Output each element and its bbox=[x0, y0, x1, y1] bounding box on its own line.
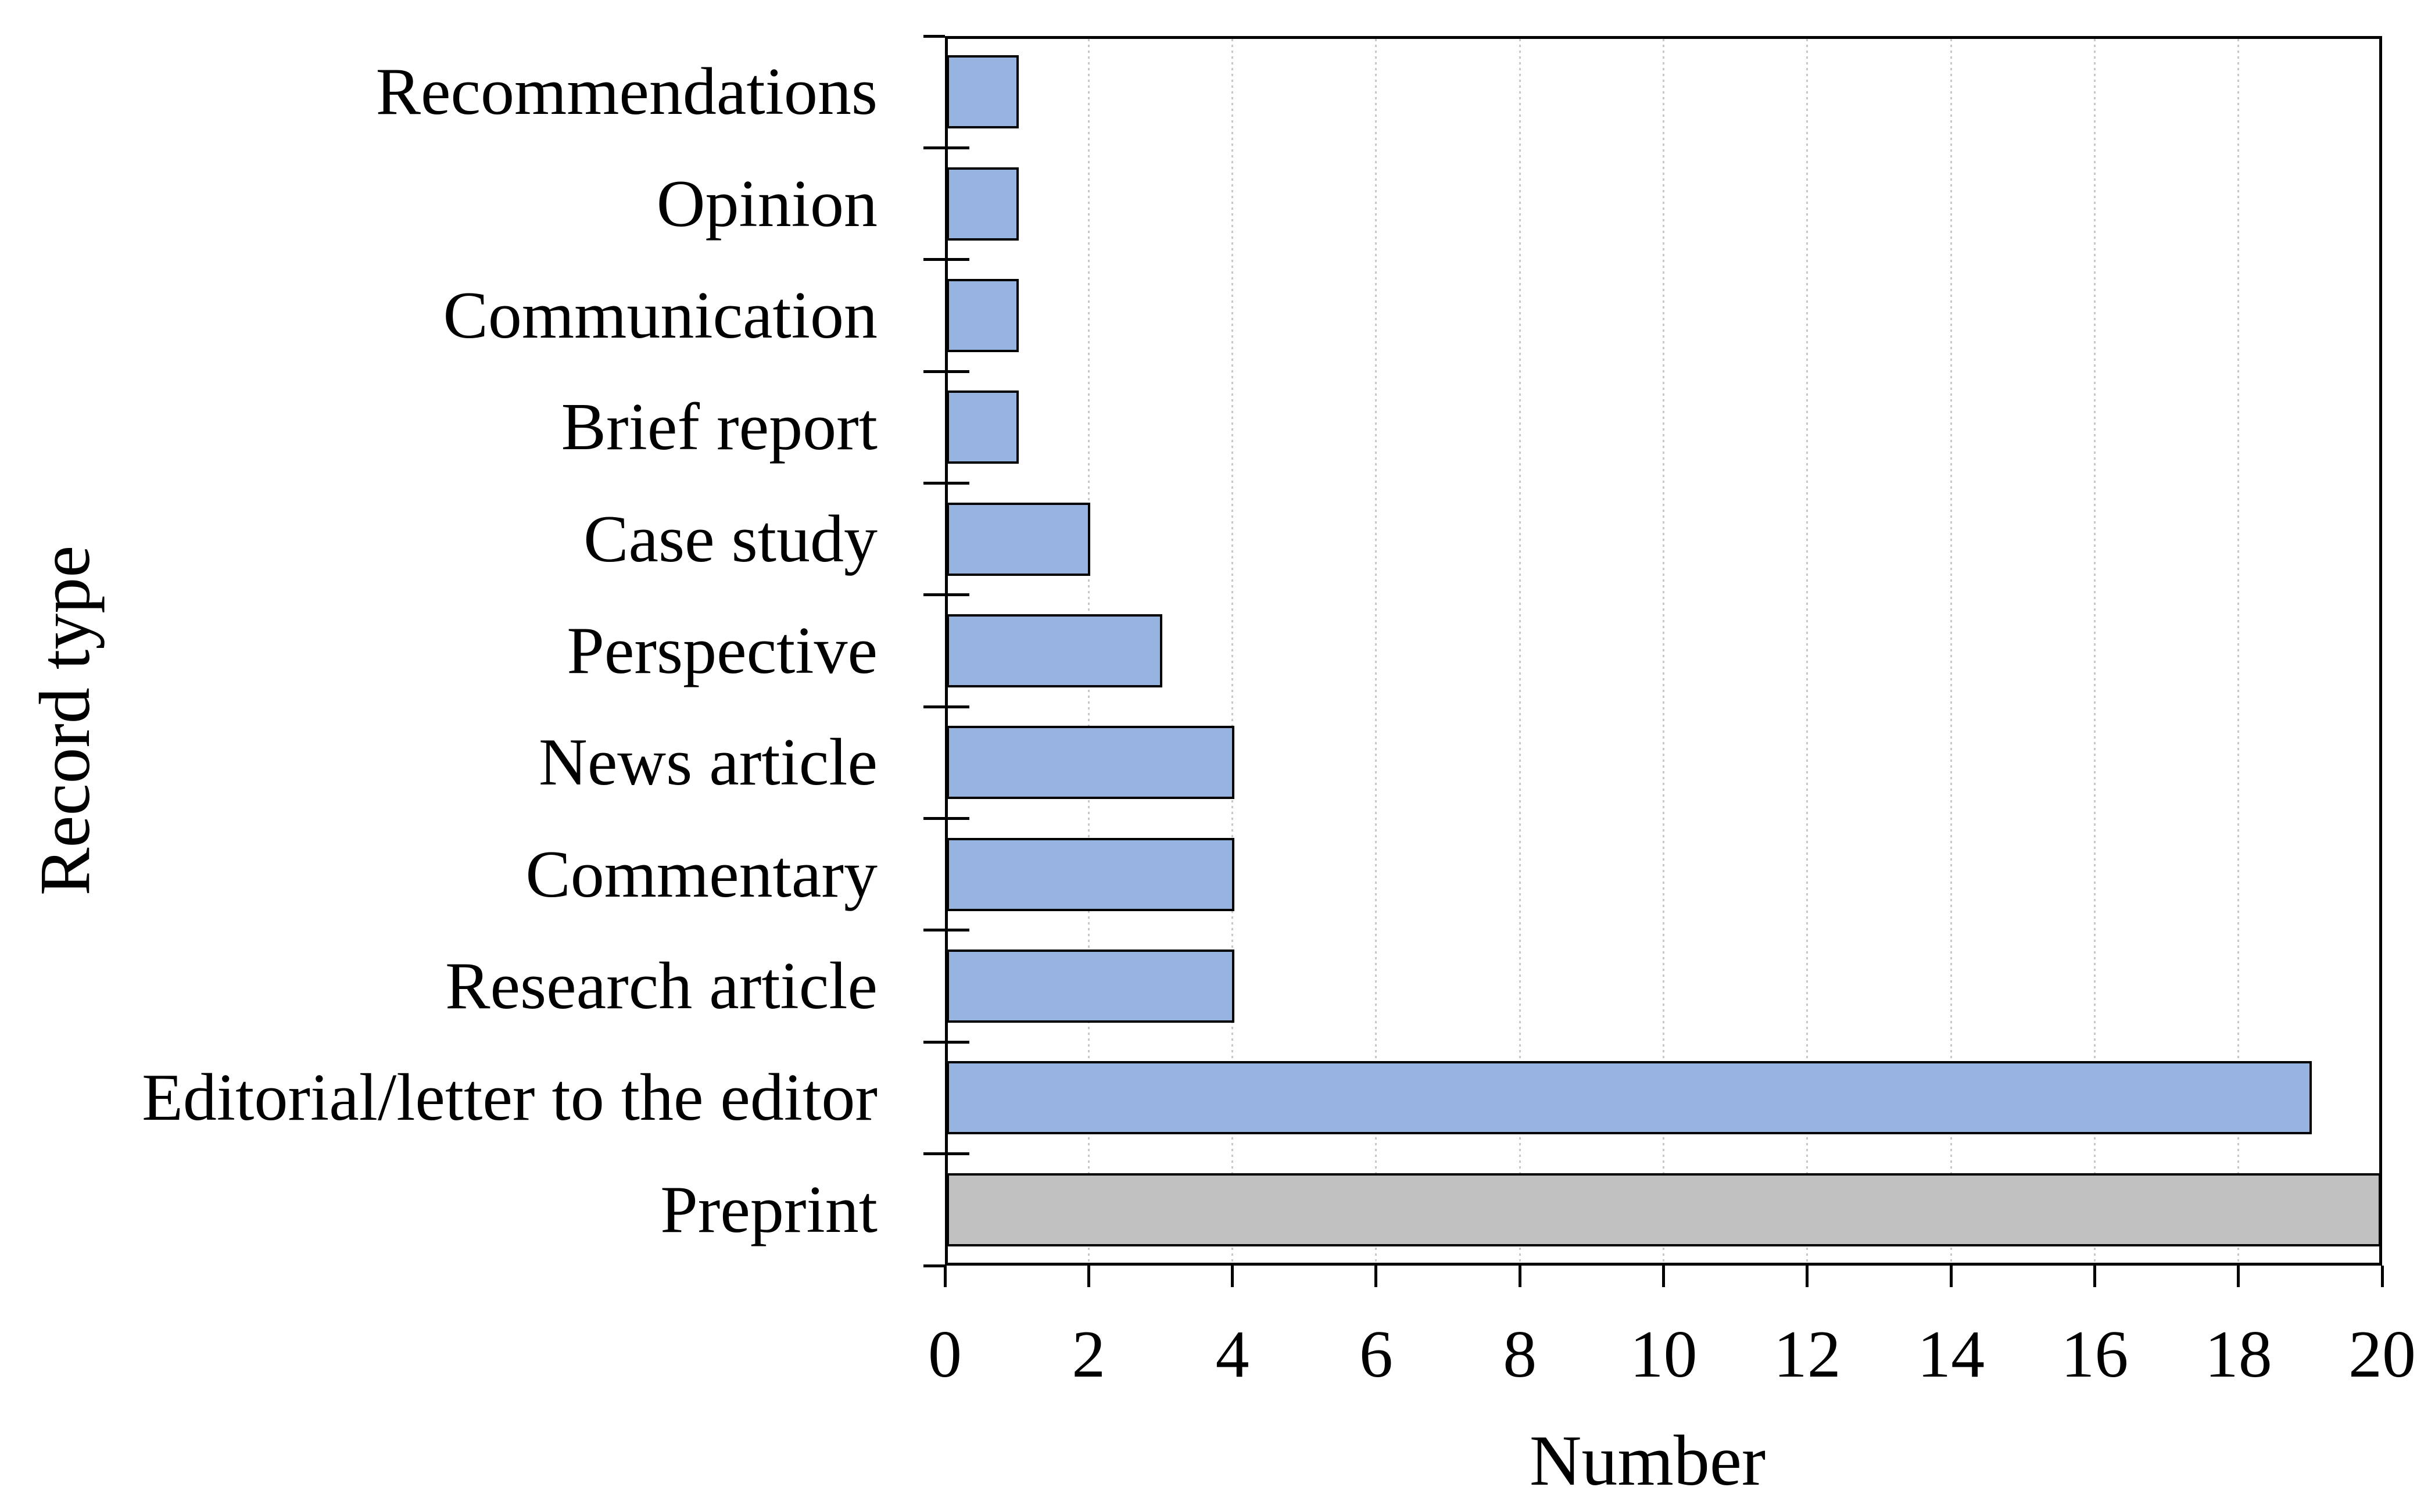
x-tick-10 bbox=[1662, 1266, 1665, 1287]
bar-commentary bbox=[947, 837, 1234, 911]
bar-brief-report bbox=[947, 390, 1019, 464]
y-tick-0 bbox=[923, 34, 945, 38]
bar-perspective bbox=[947, 614, 1162, 687]
bar-news-article bbox=[947, 726, 1234, 800]
y-tick-1 bbox=[923, 146, 969, 149]
x-tick-8 bbox=[1518, 1266, 1521, 1287]
x-tick-4 bbox=[1231, 1266, 1234, 1287]
category-label-communication: Communication bbox=[443, 278, 878, 353]
x-tick-16 bbox=[2093, 1266, 2096, 1287]
category-label-perspective: Perspective bbox=[567, 614, 878, 688]
gridline-x-6 bbox=[1375, 39, 1377, 1263]
x-tick-6 bbox=[1374, 1266, 1378, 1287]
x-tick-label-6: 6 bbox=[1359, 1317, 1393, 1392]
category-label-opinion: Opinion bbox=[656, 166, 878, 241]
category-label-commentary: Commentary bbox=[525, 837, 878, 912]
y-tick-9 bbox=[923, 1040, 969, 1044]
y-axis-title: Record type bbox=[25, 545, 105, 896]
x-tick-label-14: 14 bbox=[1917, 1317, 1985, 1392]
x-tick-label-8: 8 bbox=[1503, 1317, 1537, 1392]
category-label-case-study: Case study bbox=[583, 501, 878, 576]
bar-recommendations bbox=[947, 55, 1019, 129]
bar-communication bbox=[947, 278, 1019, 352]
y-tick-7 bbox=[923, 817, 969, 821]
gridline-x-14 bbox=[1950, 39, 1952, 1263]
plot-area bbox=[945, 36, 2382, 1266]
x-tick-18 bbox=[2237, 1266, 2240, 1287]
x-tick-label-16: 16 bbox=[2061, 1317, 2129, 1392]
y-tick-3 bbox=[923, 370, 969, 373]
x-tick-2 bbox=[1087, 1266, 1090, 1287]
y-tick-6 bbox=[923, 705, 969, 708]
y-tick-4 bbox=[923, 481, 969, 485]
bar-opinion bbox=[947, 167, 1019, 241]
bar-editorial-letter-to-the-editor bbox=[947, 1061, 2312, 1135]
x-tick-label-20: 20 bbox=[2348, 1317, 2416, 1392]
bar-research-article bbox=[947, 950, 1234, 1023]
gridline-x-4 bbox=[1231, 39, 1234, 1263]
x-tick-label-2: 2 bbox=[1072, 1317, 1106, 1392]
x-tick-label-12: 12 bbox=[1773, 1317, 1841, 1392]
category-label-brief-report: Brief report bbox=[561, 390, 878, 465]
category-label-editorial-letter-to-the-editor: Editorial/letter to the editor bbox=[142, 1060, 878, 1135]
x-tick-label-0: 0 bbox=[928, 1317, 962, 1392]
category-label-news-article: News article bbox=[539, 725, 878, 800]
bar-case-study bbox=[947, 502, 1091, 576]
y-tick-2 bbox=[923, 258, 969, 261]
x-tick-0 bbox=[943, 1266, 947, 1287]
gridline-x-12 bbox=[1806, 39, 1809, 1263]
y-tick-10 bbox=[923, 1152, 969, 1156]
y-tick-11 bbox=[923, 1264, 945, 1267]
x-tick-20 bbox=[2380, 1266, 2384, 1287]
gridline-x-16 bbox=[2093, 39, 2096, 1263]
x-axis-title: Number bbox=[1529, 1421, 1766, 1500]
x-tick-12 bbox=[1806, 1266, 1809, 1287]
category-label-preprint: Preprint bbox=[660, 1172, 878, 1247]
gridline-x-18 bbox=[2237, 39, 2240, 1263]
gridline-x-10 bbox=[1663, 39, 1664, 1263]
bar-preprint bbox=[947, 1173, 2381, 1246]
category-label-recommendations: Recommendations bbox=[375, 55, 878, 130]
category-label-research-article: Research article bbox=[445, 949, 878, 1024]
x-tick-label-18: 18 bbox=[2204, 1317, 2272, 1392]
y-tick-8 bbox=[923, 929, 969, 932]
x-tick-label-10: 10 bbox=[1630, 1317, 1698, 1392]
gridline-x-8 bbox=[1519, 39, 1521, 1263]
x-tick-14 bbox=[1949, 1266, 1953, 1287]
y-tick-5 bbox=[923, 593, 969, 597]
x-tick-label-4: 4 bbox=[1215, 1317, 1249, 1392]
